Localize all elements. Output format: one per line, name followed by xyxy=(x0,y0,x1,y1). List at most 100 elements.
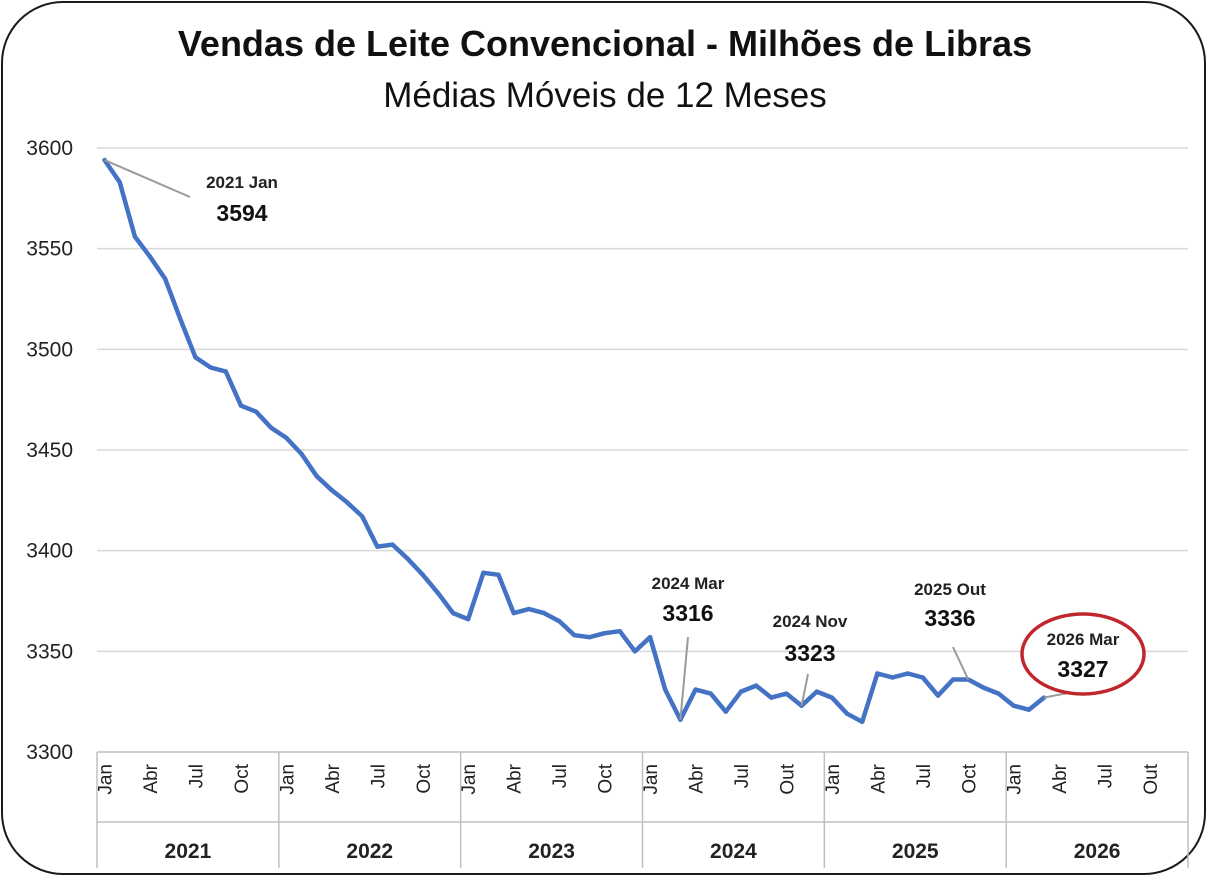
data-point xyxy=(299,451,304,457)
data-point xyxy=(193,355,198,360)
data-point xyxy=(935,693,941,698)
annotations: 2021 Jan 3594 2024 Mar 3316 2024 Nov 3323 2025… xyxy=(104,159,1146,720)
year-label: 2021 xyxy=(165,840,212,863)
data-point xyxy=(572,633,577,638)
x-tick-label: Oct xyxy=(959,763,980,793)
x-tick-label: Jan xyxy=(1005,764,1026,795)
annotation-value: 3594 xyxy=(216,200,267,226)
data-point xyxy=(996,691,1001,696)
gridlines xyxy=(97,147,1188,653)
x-tick-label: Jul xyxy=(186,764,207,788)
x-tick-label: Jan xyxy=(823,764,844,795)
x-tick-label: Jan xyxy=(277,764,298,795)
data-point xyxy=(844,711,850,716)
data-point xyxy=(753,683,759,688)
x-tick-label: Oct xyxy=(232,763,253,793)
y-tick-label: 3550 xyxy=(26,238,73,261)
x-tick-label: Jul xyxy=(1096,764,1117,788)
y-axis-ticks: 3300 3350 3400 3450 3500 3550 3600 xyxy=(26,137,73,764)
x-tick-label: Abr xyxy=(505,763,526,793)
data-point xyxy=(1011,703,1016,708)
year-label: 2023 xyxy=(528,840,575,863)
annotation-value: 3316 xyxy=(662,600,713,626)
y-tick-label: 3450 xyxy=(26,439,73,462)
annotation-label: 2025 Out xyxy=(914,580,986,599)
annotation-value: 3327 xyxy=(1057,656,1108,682)
data-point xyxy=(556,618,562,624)
x-tick-label: Abr xyxy=(868,763,889,793)
data-point xyxy=(284,435,289,441)
data-point xyxy=(253,409,259,414)
data-point xyxy=(481,570,486,576)
data-point xyxy=(269,425,274,431)
x-tick-label: Abr xyxy=(687,763,708,793)
data-point xyxy=(632,649,638,654)
data-point xyxy=(708,691,713,696)
data-point xyxy=(950,677,956,682)
x-axis: Jan Abr Jul Oct Jan Abr Jul Oct Jan Abr Jul Oct Jan A… xyxy=(96,751,1189,868)
x-tick-label: Out xyxy=(1141,763,1162,794)
series-line xyxy=(102,157,1047,725)
data-point xyxy=(1026,707,1032,712)
data-point xyxy=(905,671,910,676)
data-point xyxy=(496,572,501,578)
data-point xyxy=(875,671,880,676)
data-point xyxy=(344,500,350,505)
data-point xyxy=(769,695,774,700)
x-tick-label: Out xyxy=(777,763,798,794)
data-point xyxy=(511,610,516,616)
data-point xyxy=(178,316,183,322)
data-point xyxy=(738,689,744,694)
annotation-label: 2024 Nov xyxy=(773,612,848,631)
x-tick-label: Oct xyxy=(596,763,617,793)
annotation-leader xyxy=(952,646,970,680)
annotation-label: 2021 Jan xyxy=(206,173,278,192)
highlight-ellipse xyxy=(1020,612,1146,696)
x-tick-label: Jul xyxy=(368,764,389,788)
y-tick-label: 3500 xyxy=(26,338,73,361)
annotation-value: 3323 xyxy=(784,640,835,666)
data-point xyxy=(238,403,244,408)
data-point xyxy=(693,687,698,692)
x-tick-label: Oct xyxy=(414,763,435,793)
x-tick-label: Jan xyxy=(96,764,117,795)
y-tick-label: 3300 xyxy=(26,741,73,764)
data-point xyxy=(829,695,835,700)
data-point xyxy=(890,675,895,680)
x-tick-label: Abr xyxy=(141,763,162,793)
y-tick-label: 3400 xyxy=(26,540,73,563)
data-point xyxy=(223,369,228,374)
data-point xyxy=(920,675,926,680)
year-label: 2022 xyxy=(346,840,393,863)
year-label: 2024 xyxy=(710,840,757,863)
x-tick-label: Jan xyxy=(459,764,480,795)
annotation-label: 2024 Mar xyxy=(652,574,725,593)
data-point xyxy=(663,687,668,692)
data-point xyxy=(208,365,213,370)
data-point xyxy=(587,635,592,640)
data-point xyxy=(435,590,441,596)
data-point xyxy=(420,572,425,578)
data-point xyxy=(784,691,789,696)
annotation-leader xyxy=(104,159,191,198)
x-tick-label: Jul xyxy=(914,764,935,788)
data-point xyxy=(723,709,729,714)
data-point xyxy=(647,635,653,640)
x-tick-label: Abr xyxy=(1050,763,1071,793)
x-tick-label: Jul xyxy=(732,764,753,788)
data-point xyxy=(526,606,532,612)
data-point xyxy=(602,631,607,636)
data-point xyxy=(617,629,622,634)
annotation-leader xyxy=(679,636,689,720)
data-point xyxy=(375,544,380,549)
data-point xyxy=(359,514,365,519)
data-point xyxy=(541,610,547,616)
x-tick-label: Jul xyxy=(550,764,571,788)
y-tick-label: 3600 xyxy=(26,137,73,160)
data-point xyxy=(405,556,410,561)
series-group xyxy=(102,157,1047,725)
chart-subtitle: Médias Móveis de 12 Meses xyxy=(383,76,827,115)
y-tick-label: 3350 xyxy=(26,640,73,663)
data-point xyxy=(314,473,319,479)
